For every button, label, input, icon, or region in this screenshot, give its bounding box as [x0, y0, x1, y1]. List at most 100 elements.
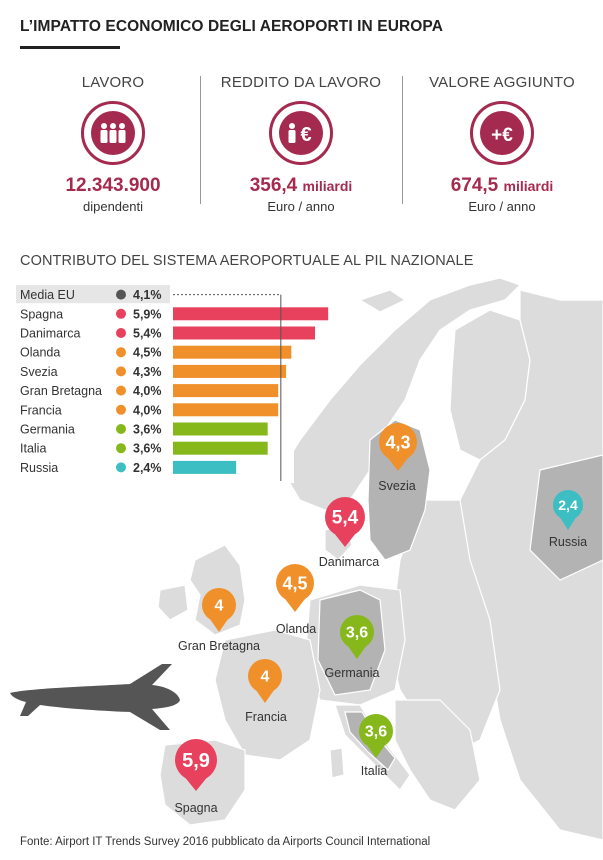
value-label: 3,6%	[133, 423, 162, 437]
value-label: 5,4%	[133, 327, 162, 341]
map-pin: 4,3 Svezia	[378, 423, 417, 493]
value-label: 4,3%	[133, 365, 162, 379]
map-pin: 5,4 Danimarca	[319, 497, 379, 569]
series-dot	[116, 289, 126, 300]
pin-tip	[347, 645, 367, 659]
category-label: Olanda	[20, 346, 60, 360]
pin-value: 2,4	[558, 497, 578, 513]
stat-value: 356,4 miliardi	[249, 175, 353, 196]
pin-circle	[553, 490, 583, 520]
pin-tip	[255, 689, 275, 703]
bar	[173, 307, 329, 321]
category-label: Danimarca	[20, 327, 80, 341]
average-row-highlight	[16, 285, 170, 304]
value-label: 3,6%	[133, 442, 162, 456]
stat-value: 674,5 miliardi	[450, 175, 554, 196]
category-label: Russia	[20, 461, 58, 475]
category-label: Svezia	[20, 365, 58, 379]
country-label: Russia	[549, 535, 587, 549]
bar	[173, 384, 279, 398]
bar	[173, 345, 292, 359]
pin-tip	[387, 457, 409, 471]
category-label: Italia	[20, 442, 46, 456]
pin-circle	[325, 497, 365, 537]
series-dot	[116, 404, 126, 415]
country-label: Francia	[245, 710, 287, 724]
stat-label: REDDITO DA LAVORO	[220, 74, 382, 91]
bar	[173, 326, 316, 340]
pin-circle	[248, 659, 282, 693]
country-label: Svezia	[378, 479, 416, 493]
pin-value: 3,6	[346, 625, 368, 642]
bar	[173, 460, 237, 474]
svg-text:€: €	[300, 124, 311, 145]
value-label: 4,0%	[133, 403, 162, 417]
stat-sub: Euro / anno	[468, 199, 536, 214]
country-label: Olanda	[276, 622, 316, 636]
pin-tip	[366, 744, 386, 758]
series-dot	[116, 462, 126, 473]
category-label: Media EU	[20, 288, 75, 302]
page-title: L’IMPATTO ECONOMICO DEGLI AEROPORTI IN E…	[20, 18, 444, 35]
pin-value: 4	[215, 598, 224, 615]
map-pin: 5,9 Spagna	[174, 739, 218, 815]
series-dot	[116, 424, 126, 434]
map-pin: 4 Gran Bretagna	[178, 588, 260, 653]
value-label: 4,1%	[133, 288, 162, 302]
series-dot	[116, 443, 126, 454]
pin-circle	[276, 564, 314, 602]
map-pin: 4 Francia	[245, 659, 287, 724]
category-label: Spagna	[20, 307, 63, 321]
bar	[173, 422, 268, 436]
map-pin: 4,5 Olanda	[276, 564, 316, 636]
country-label: Danimarca	[319, 555, 379, 569]
category-label: Francia	[20, 403, 62, 417]
sweden-shape	[367, 419, 431, 561]
balkans-shape	[394, 699, 481, 811]
map-pin: 3,6 Italia	[359, 714, 393, 778]
pin-value: 4	[261, 669, 270, 686]
country-label: Germania	[325, 666, 380, 680]
pin-circle	[359, 714, 393, 748]
value-label: 5,9%	[133, 307, 162, 321]
value-label: 4,5%	[133, 346, 162, 360]
stat-valore: VALORE AGGIUNTO +€ 674,5 miliardi Euro /…	[402, 74, 602, 214]
pin-value: 5,9	[182, 750, 210, 772]
series-dot	[116, 308, 126, 319]
pin-circle	[202, 588, 236, 622]
pin-circle	[379, 423, 417, 461]
bar	[173, 441, 268, 455]
norway-shape	[281, 277, 522, 511]
country-label: Gran Bretagna	[178, 639, 260, 653]
stat-sub: dipendenti	[83, 199, 143, 214]
airplane-icon	[10, 664, 180, 730]
value-label: 4,0%	[133, 384, 162, 398]
pin-value: 5,4	[332, 508, 359, 529]
country-label: Spagna	[174, 801, 217, 815]
country-label: Italia	[361, 764, 387, 778]
bar	[173, 403, 279, 417]
series-dot	[116, 347, 126, 358]
pin-tip	[209, 618, 229, 632]
pin-tip	[334, 533, 356, 547]
stat-divider	[402, 76, 403, 204]
category-label: Germania	[20, 423, 75, 437]
pin-value: 4,5	[282, 573, 307, 593]
stat-lavoro: LAVORO 12.343.900 dipendenti	[13, 74, 213, 214]
series-dot	[116, 366, 126, 377]
bar	[173, 364, 287, 378]
workers-icon	[81, 101, 145, 165]
category-label: Gran Bretagna	[20, 384, 102, 398]
pin-tip	[284, 598, 306, 612]
map-pin: 2,4 Russia	[549, 490, 587, 549]
pin-circle	[175, 739, 217, 781]
ireland-shape	[157, 584, 189, 621]
stat-label: VALORE AGGIUNTO	[429, 74, 575, 91]
pin-tip	[559, 517, 577, 530]
stat-label: LAVORO	[81, 74, 145, 91]
pin-value: 4,3	[385, 432, 410, 452]
north-fragment-shape	[358, 289, 407, 313]
series-dot	[116, 385, 126, 396]
